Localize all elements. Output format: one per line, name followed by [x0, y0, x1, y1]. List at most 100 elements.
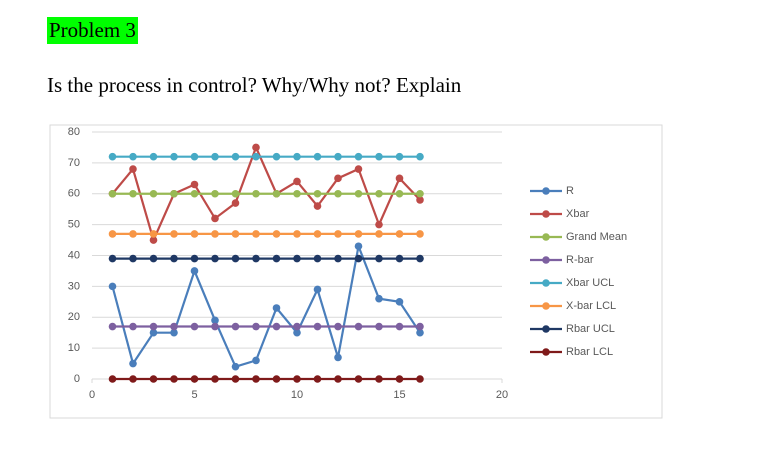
- point: [375, 220, 383, 229]
- y-tick-label: 20: [68, 311, 80, 323]
- point: [375, 254, 383, 263]
- point: [416, 230, 424, 238]
- legend-marker: [542, 325, 550, 333]
- point: [231, 362, 240, 371]
- point: [231, 375, 240, 383]
- point: [129, 254, 137, 263]
- point: [354, 322, 363, 331]
- point: [211, 322, 219, 331]
- legend-label: Rbar UCL: [566, 323, 615, 335]
- legend-marker: [542, 348, 550, 356]
- point: [395, 375, 404, 383]
- y-tick-label: 60: [68, 188, 80, 200]
- point: [129, 230, 137, 238]
- point: [334, 189, 342, 198]
- point: [313, 285, 322, 294]
- point: [395, 230, 404, 238]
- point: [313, 254, 322, 263]
- point: [190, 267, 199, 275]
- point: [211, 214, 219, 223]
- point: [252, 189, 260, 198]
- point: [170, 254, 178, 263]
- legend-label: Xbar UCL: [566, 277, 614, 289]
- point: [313, 322, 322, 331]
- y-tick-label: 10: [68, 342, 80, 354]
- point: [211, 375, 219, 383]
- x-tick-label: 20: [496, 389, 508, 401]
- point: [170, 375, 178, 383]
- point: [190, 180, 199, 189]
- x-tick-label: 10: [291, 389, 303, 401]
- point: [416, 328, 424, 337]
- point: [354, 242, 363, 251]
- point: [170, 322, 178, 331]
- point: [354, 375, 363, 383]
- point: [272, 304, 281, 312]
- point: [108, 282, 117, 291]
- point: [334, 174, 342, 183]
- point: [272, 322, 281, 331]
- point: [231, 199, 240, 207]
- point: [190, 254, 199, 263]
- question: Is the process in control? Why/Why not? …: [47, 73, 462, 97]
- point: [416, 189, 424, 198]
- x-tick-label: 5: [191, 389, 197, 401]
- legend-label: R-bar: [566, 254, 594, 266]
- point: [272, 375, 281, 383]
- point: [129, 359, 137, 368]
- point: [252, 356, 260, 365]
- point: [313, 202, 322, 210]
- legend-marker: [542, 302, 550, 310]
- point: [129, 152, 137, 161]
- point: [375, 375, 383, 383]
- point: [313, 230, 322, 238]
- point: [190, 375, 199, 383]
- y-tick-label: 40: [68, 249, 80, 261]
- point: [252, 230, 260, 238]
- y-tick-label: 70: [68, 157, 80, 169]
- point: [293, 375, 301, 383]
- point: [354, 254, 363, 263]
- point: [252, 322, 260, 331]
- point: [231, 322, 240, 331]
- point: [231, 152, 240, 161]
- point: [129, 165, 137, 173]
- point: [395, 174, 404, 183]
- point: [313, 152, 322, 161]
- point: [395, 152, 404, 161]
- legend-label: Rbar LCL: [566, 346, 613, 358]
- point: [375, 322, 383, 331]
- point: [395, 254, 404, 263]
- point: [293, 189, 301, 198]
- legend-label: X-bar LCL: [566, 300, 616, 312]
- point: [149, 189, 158, 198]
- point: [211, 254, 219, 263]
- point: [313, 375, 322, 383]
- point: [231, 189, 240, 198]
- point: [252, 375, 260, 383]
- point: [334, 322, 342, 331]
- legend-label: R: [566, 185, 574, 197]
- y-tick-label: 50: [68, 219, 80, 231]
- point: [395, 189, 404, 198]
- point: [375, 189, 383, 198]
- point: [293, 230, 301, 238]
- point: [272, 254, 281, 263]
- point: [293, 328, 301, 337]
- point: [149, 152, 158, 161]
- point: [334, 152, 342, 161]
- legend-marker: [542, 279, 550, 287]
- point: [252, 254, 260, 263]
- point: [211, 230, 219, 238]
- point: [334, 254, 342, 263]
- point: [149, 322, 158, 331]
- point: [334, 230, 342, 238]
- point: [170, 230, 178, 238]
- legend-label: Grand Mean: [566, 231, 627, 243]
- point: [416, 196, 424, 204]
- point: [416, 254, 424, 263]
- series-line: [111, 144, 421, 244]
- title: Problem 3: [47, 17, 138, 44]
- point: [313, 189, 322, 198]
- point: [108, 230, 117, 238]
